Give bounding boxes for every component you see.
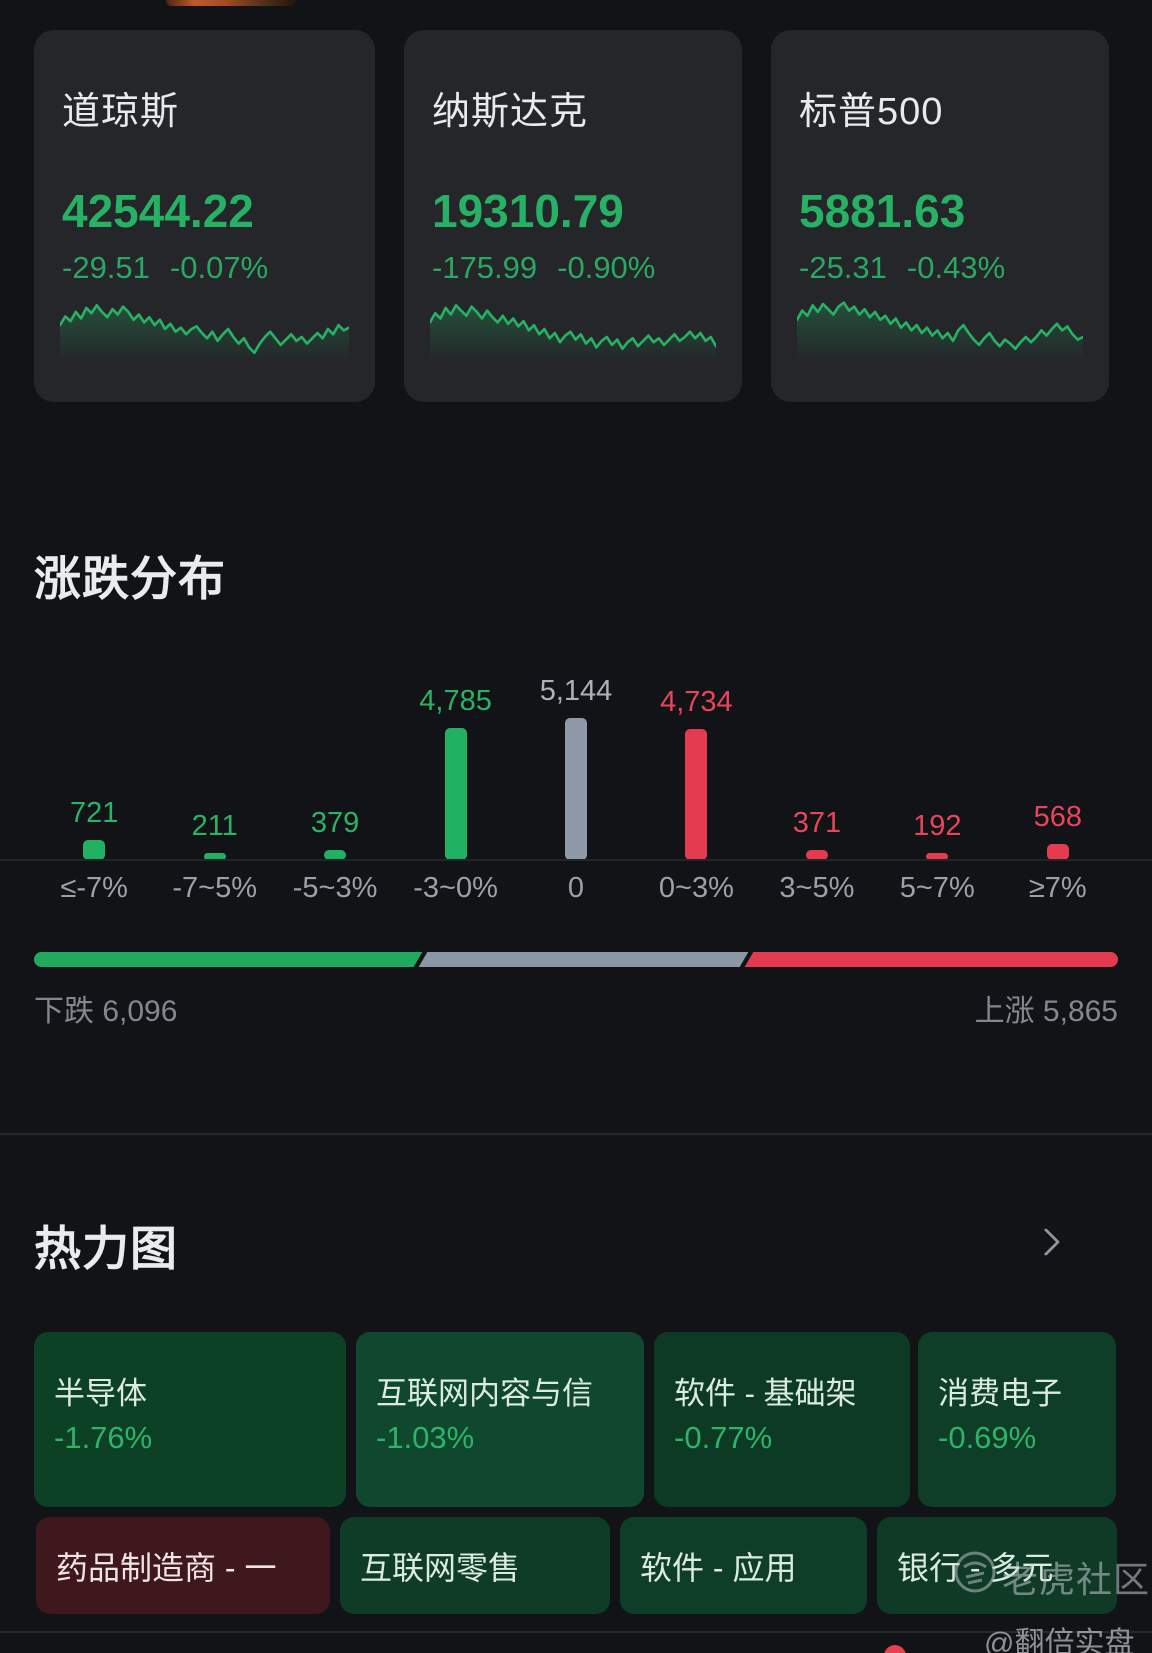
bottom-divider bbox=[0, 1631, 1152, 1633]
heatmap-tile-change: -0.69% bbox=[938, 1420, 1037, 1455]
distribution-bar bbox=[444, 728, 467, 860]
heatmap-tile[interactable]: 银行 - 多元 bbox=[877, 1517, 1117, 1614]
heatmap-tile-label: 药品制造商 - 一 bbox=[56, 1549, 277, 1586]
distribution-bar bbox=[926, 853, 949, 860]
heatmap-tile[interactable]: 软件 - 应用 bbox=[620, 1517, 867, 1614]
index-card-dow[interactable]: 道琼斯 42544.22 -29.51 -0.07% bbox=[34, 30, 375, 402]
distribution-bar bbox=[805, 850, 828, 860]
decliners-count: 下跌 6,096 bbox=[34, 995, 178, 1028]
distribution-bar-category: -5~3% bbox=[292, 872, 378, 904]
heatmap-tile-label: 互联网内容与信 bbox=[376, 1376, 593, 1411]
advance-decline-bar bbox=[34, 952, 1118, 967]
distribution-bar-value: 4,734 bbox=[660, 686, 733, 718]
heatmap-tile[interactable]: 半导体 -1.76% bbox=[34, 1332, 346, 1507]
distribution-bar-value: 568 bbox=[1033, 801, 1082, 833]
index-value: 42544.22 bbox=[62, 185, 254, 237]
heatmap-tile-label: 软件 - 应用 bbox=[640, 1549, 797, 1586]
heatmap-tile[interactable]: 互联网内容与信 -1.03% bbox=[356, 1332, 644, 1507]
index-change: -25.31 -0.43% bbox=[799, 250, 1006, 285]
distribution-bar-value: 192 bbox=[913, 810, 962, 842]
clipped-orange-element bbox=[166, 0, 296, 6]
distribution-bar-category: 0 bbox=[567, 872, 585, 904]
ad-segment-flat bbox=[418, 952, 749, 967]
heatmap-tile[interactable]: 药品制造商 - 一 bbox=[36, 1517, 330, 1614]
distribution-bar-category: 3~5% bbox=[779, 872, 855, 904]
index-card-sp500[interactable]: 标普500 5881.63 -25.31 -0.43% bbox=[771, 30, 1109, 402]
index-value: 5881.63 bbox=[799, 185, 966, 237]
distribution-bar bbox=[83, 840, 106, 860]
distribution-bar-category: ≤-7% bbox=[60, 872, 128, 904]
heatmap-tile-label: 半导体 bbox=[54, 1376, 147, 1411]
distribution-bar-value: 379 bbox=[310, 807, 360, 839]
distribution-bar bbox=[324, 850, 347, 860]
ad-segment-down bbox=[34, 952, 423, 967]
distribution-bar bbox=[565, 718, 587, 860]
distribution-bar-category: -3~0% bbox=[413, 872, 498, 904]
index-sparkline bbox=[797, 296, 1083, 372]
index-value: 19310.79 bbox=[432, 185, 624, 237]
distribution-bar-value: 721 bbox=[70, 797, 119, 829]
heatmap-tile[interactable]: 互联网零售 bbox=[340, 1517, 610, 1614]
distribution-bar-category: 0~3% bbox=[658, 872, 734, 904]
chart-baseline bbox=[0, 859, 1152, 861]
heatmap-tile-change: -0.77% bbox=[674, 1420, 773, 1455]
section-title-distribution: 涨跌分布 bbox=[34, 552, 226, 605]
distribution-bar-value: 5,144 bbox=[539, 675, 613, 707]
heatmap-tile-label: 消费电子 bbox=[938, 1376, 1062, 1411]
distribution-bar-category: 5~7% bbox=[899, 872, 975, 904]
heatmap-tile[interactable]: 软件 - 基础架 -0.77% bbox=[654, 1332, 910, 1507]
advancers-count: 上涨 5,865 bbox=[974, 995, 1118, 1028]
heatmap-tile-label: 软件 - 基础架 bbox=[674, 1376, 857, 1411]
clipped-red-dot bbox=[884, 1645, 906, 1653]
distribution-bar-category: ≥7% bbox=[1028, 872, 1087, 904]
index-change: -175.99 -0.90% bbox=[432, 250, 656, 285]
distribution-categories: ≤-7% -7~5% -5~3% -3~0% 0 0~3% 3~5% 5~7% ≥7% bbox=[34, 872, 1118, 906]
index-name: 标普500 bbox=[799, 91, 944, 133]
ad-segment-up bbox=[744, 952, 1118, 967]
index-sparkline bbox=[60, 296, 349, 372]
heatmap-tile-label: 银行 - 多元 bbox=[897, 1549, 1054, 1586]
chevron-right-icon[interactable] bbox=[1031, 1227, 1061, 1257]
distribution-bar-value: 211 bbox=[191, 810, 238, 842]
distribution-bar-value: 4,785 bbox=[419, 685, 492, 717]
index-change: -29.51 -0.07% bbox=[62, 250, 269, 285]
section-title-heatmap: 热力图 bbox=[34, 1222, 178, 1275]
index-card-nasdaq[interactable]: 纳斯达克 19310.79 -175.99 -0.90% bbox=[404, 30, 742, 402]
index-sparkline bbox=[430, 296, 716, 372]
heatmap-tile-change: -1.03% bbox=[376, 1420, 475, 1455]
index-name: 纳斯达克 bbox=[432, 91, 589, 133]
index-name: 道琼斯 bbox=[62, 91, 180, 133]
distribution-chart: 721 211 379 4,785 5,144 4,734 371 192 568 bbox=[34, 630, 1118, 860]
distribution-bar bbox=[203, 853, 226, 860]
account-watermark: @翻倍实盘 bbox=[984, 1627, 1135, 1653]
heatmap-tile-label: 互联网零售 bbox=[360, 1549, 521, 1586]
heatmap-tile[interactable]: 消费电子 -0.69% bbox=[918, 1332, 1116, 1507]
section-divider bbox=[0, 1133, 1152, 1135]
distribution-bar bbox=[685, 729, 708, 860]
heatmap-tile-change: -1.76% bbox=[54, 1420, 153, 1455]
distribution-bar-value: 371 bbox=[792, 807, 842, 839]
distribution-bar bbox=[1046, 844, 1069, 860]
distribution-bar-category: -7~5% bbox=[172, 872, 257, 904]
advance-decline-counts: 下跌 6,096 上涨 5,865 bbox=[34, 986, 1118, 1028]
